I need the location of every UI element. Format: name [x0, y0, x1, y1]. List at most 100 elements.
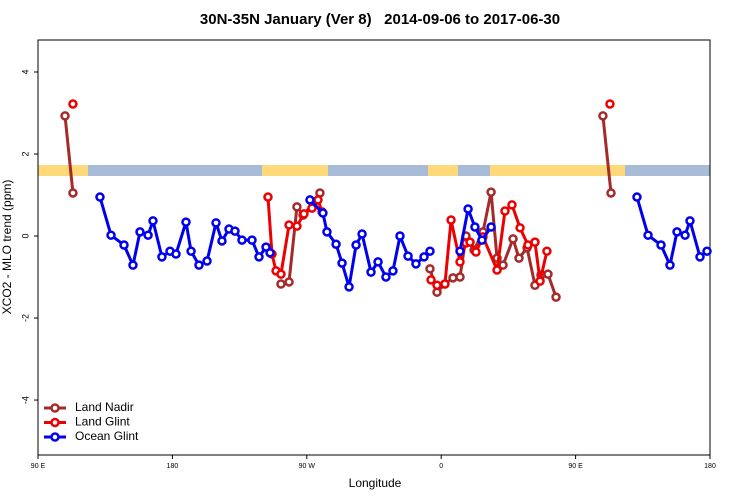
data-point — [665, 260, 675, 270]
data-point — [135, 227, 145, 237]
data-point — [486, 222, 496, 232]
data-point — [373, 257, 383, 267]
y-tick-label: 4 — [20, 69, 30, 74]
x-axis-label: Longitude — [349, 476, 402, 490]
data-point — [515, 223, 525, 233]
x-tick-label: 90 E — [31, 463, 46, 470]
data-point — [492, 265, 502, 275]
land-band — [262, 165, 328, 176]
data-point — [605, 99, 615, 109]
data-point — [632, 192, 642, 202]
data-point — [313, 195, 323, 205]
data-point — [284, 220, 294, 230]
data-point — [119, 240, 129, 250]
data-point — [237, 235, 247, 245]
land-band — [428, 165, 458, 176]
data-point — [395, 231, 405, 241]
data-point — [598, 111, 608, 121]
data-point — [307, 203, 317, 213]
data-point — [344, 282, 354, 292]
data-point — [403, 251, 413, 261]
x-tick-label: 90 W — [299, 463, 316, 470]
data-point — [425, 246, 435, 256]
data-point — [230, 226, 240, 236]
y-tick-label: -4 — [20, 396, 30, 404]
data-point — [446, 215, 456, 225]
data-point — [202, 256, 212, 266]
ocean-band — [38, 165, 710, 176]
data-point — [128, 260, 138, 270]
data-point — [194, 260, 204, 270]
x-tick-label: 180 — [167, 463, 179, 470]
data-point — [171, 249, 181, 259]
data-point — [276, 269, 286, 279]
data-point — [106, 230, 116, 240]
data-point — [498, 260, 508, 270]
legend-marker — [50, 432, 60, 442]
data-point — [463, 204, 473, 214]
data-point — [432, 280, 442, 290]
data-point — [551, 292, 561, 302]
data-point — [411, 259, 421, 269]
data-point — [305, 195, 315, 205]
y-tick-label: 0 — [20, 234, 30, 239]
legend-marker — [50, 417, 60, 428]
data-point — [247, 235, 257, 245]
data-point — [477, 235, 487, 245]
data-point — [292, 202, 302, 212]
data-point — [284, 277, 294, 287]
data-point — [486, 187, 496, 197]
data-point — [186, 246, 196, 256]
y-tick-label: -2 — [20, 314, 30, 322]
data-point — [470, 222, 480, 232]
data-point — [322, 227, 332, 237]
data-point — [419, 252, 429, 262]
data-point — [535, 276, 545, 286]
legend-label: Ocean Glint — [75, 429, 139, 443]
data-point — [318, 208, 328, 218]
data-point — [299, 209, 309, 219]
data-point — [181, 217, 191, 227]
x-tick-label: 0 — [439, 463, 443, 470]
data-point — [530, 237, 540, 247]
data-point — [68, 99, 78, 109]
x-tick-label: 90 E — [568, 463, 583, 470]
data-point — [381, 272, 391, 282]
land-sea-band — [38, 165, 710, 176]
chart-title: 30N-35N January (Ver 8) 2014-09-06 to 20… — [200, 11, 560, 28]
data-point — [148, 216, 158, 226]
data-point — [440, 279, 450, 289]
data-point — [265, 248, 275, 258]
data-point — [507, 200, 517, 210]
legend-marker — [50, 403, 60, 413]
data-point — [211, 218, 221, 228]
data-point — [455, 257, 465, 267]
data-point — [426, 275, 436, 285]
data-point — [471, 247, 481, 257]
data-point — [337, 258, 347, 268]
data-point — [263, 192, 273, 202]
data-point — [60, 111, 70, 121]
data-point — [672, 227, 682, 237]
data-point — [695, 252, 705, 262]
data-point — [455, 246, 465, 256]
land-band — [38, 165, 88, 176]
data-point — [685, 216, 695, 226]
data-point — [606, 188, 616, 198]
data-point — [656, 240, 666, 250]
data-point — [465, 237, 475, 247]
legend-label: Land Nadir — [75, 400, 134, 414]
data-point — [500, 206, 510, 216]
data-point — [680, 230, 690, 240]
data-point — [542, 246, 552, 256]
data-point — [143, 230, 153, 240]
data-point — [157, 252, 167, 262]
data-point — [643, 230, 653, 240]
data-point — [702, 246, 712, 256]
data-point — [254, 252, 264, 262]
legend-label: Land Glint — [75, 415, 130, 429]
data-point — [331, 239, 341, 249]
